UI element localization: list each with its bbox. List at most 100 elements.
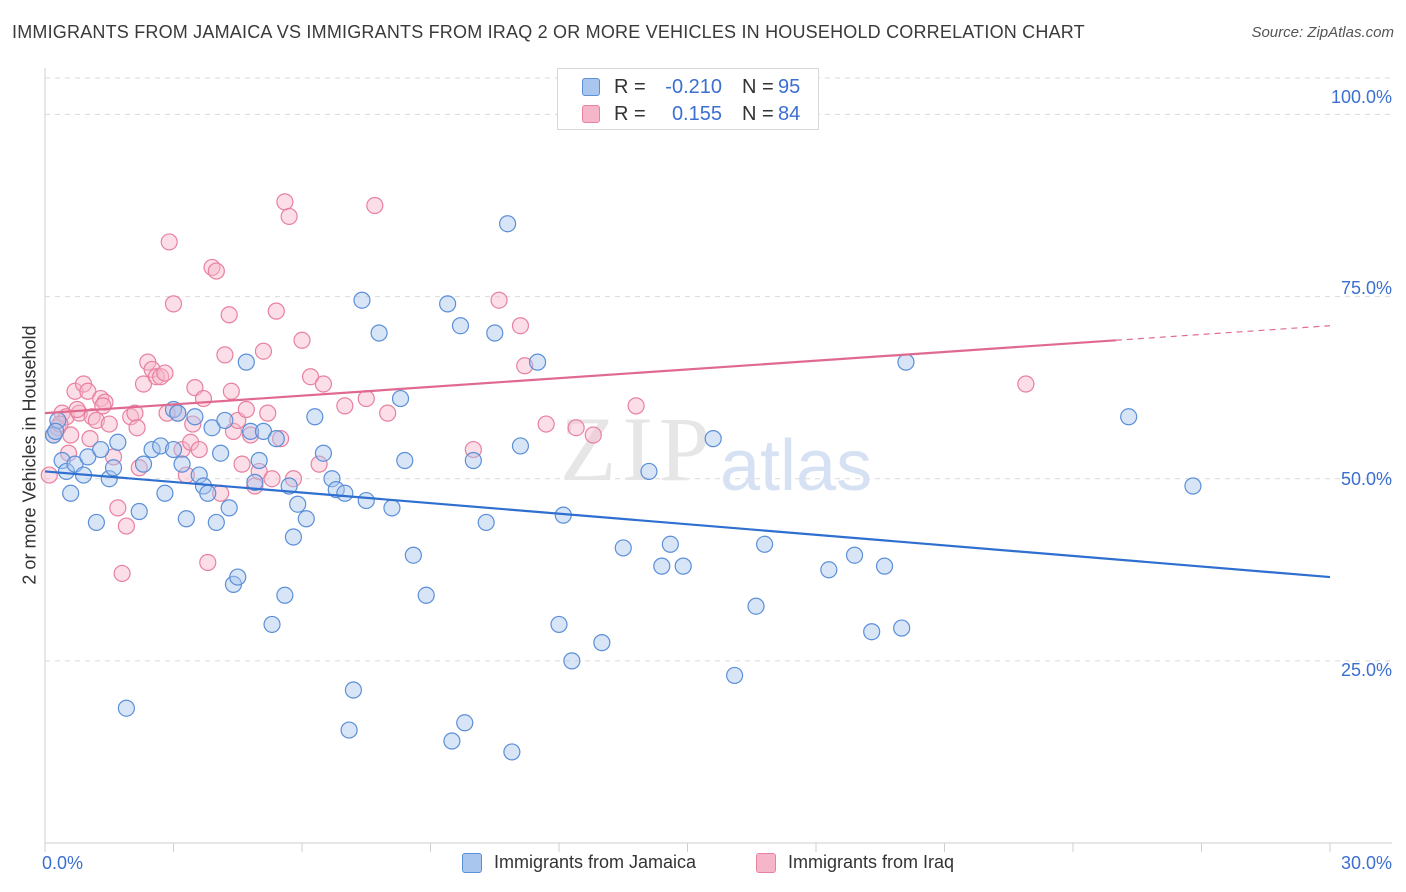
iraq-point (254, 342, 273, 360)
jamaica-point (216, 411, 234, 430)
iraq-point (147, 368, 165, 386)
iraq-point (222, 382, 240, 400)
iraq-point (237, 400, 255, 419)
jamaica-point (1120, 408, 1138, 426)
jamaica-point (614, 539, 632, 557)
jamaica-point (284, 528, 303, 546)
jamaica-point (550, 615, 568, 634)
jamaica-point (289, 495, 307, 513)
jamaica-point (820, 561, 838, 579)
jamaica-point (443, 732, 461, 750)
iraq-point (117, 517, 135, 535)
y-axis-label: 2 or more Vehicles in Household (19, 325, 40, 585)
jamaica-point (653, 557, 671, 575)
jamaica-point (528, 353, 547, 371)
jamaica-point (327, 481, 345, 499)
iraq-point (81, 430, 99, 448)
source-label: Source: ZipAtlas.com (1251, 24, 1394, 41)
iraq-point (126, 404, 144, 422)
y-tick-50: 50.0% (1340, 469, 1392, 489)
jamaica-point (640, 462, 658, 481)
jamaica-point (212, 444, 230, 462)
jamaica-point (726, 666, 744, 685)
jamaica-point (477, 513, 495, 532)
iraq-point (156, 364, 174, 382)
jamaica-r-value: -0.210 (665, 75, 722, 98)
iraq-point (100, 415, 118, 433)
iraq-point (134, 375, 153, 393)
jamaica-point (674, 557, 692, 575)
iraq-point (627, 397, 645, 415)
iraq-point (40, 466, 58, 484)
jamaica-point (79, 448, 97, 466)
jamaica-point (237, 353, 255, 371)
iraq-trend-line (44, 339, 1116, 415)
jamaica-point (340, 721, 358, 739)
legend-item-iraq[interactable]: Immigrants from Iraq (756, 852, 954, 873)
jamaica-point (593, 634, 611, 652)
jamaica-point (203, 419, 221, 437)
iraq-point (207, 262, 225, 280)
jamaica-point (100, 470, 118, 488)
iraq-point (109, 499, 127, 517)
iraq-point (379, 404, 397, 422)
iraq-point (263, 470, 281, 488)
jamaica-point (499, 215, 517, 233)
legend-row-jamaica: R = -0.210 N = 95 (582, 74, 800, 100)
jamaica-point (370, 324, 388, 342)
jamaica-point (451, 317, 470, 335)
iraq-point (79, 382, 97, 400)
jamaica-n-label: N = (742, 75, 774, 98)
jamaica-legend-label: Immigrants from Jamaica (494, 852, 697, 872)
jamaica-swatch (582, 78, 600, 96)
x-tick-30: 30.0% (1340, 853, 1392, 873)
jamaica-point (661, 535, 679, 553)
chart-title: IMMIGRANTS FROM JAMAICA VS IMMIGRANTS FR… (12, 22, 1085, 42)
legend-item-jamaica[interactable]: Immigrants from Jamaica (462, 852, 696, 873)
jamaica-point (323, 470, 341, 488)
jamaica-point (875, 557, 894, 575)
watermark-zip: ZIP (560, 398, 716, 500)
iraq-point (194, 389, 213, 408)
iraq-legend-label: Immigrants from Iraq (788, 852, 955, 872)
iraq-point (511, 317, 530, 335)
iraq-point (216, 346, 234, 364)
jamaica-point (396, 451, 414, 470)
jamaica-point (169, 404, 187, 422)
jamaica-point (143, 440, 161, 459)
jamaica-point (134, 455, 153, 473)
iraq-point (87, 411, 106, 430)
jamaica-point (164, 440, 183, 459)
jamaica-point (511, 437, 530, 455)
iraq-legend-swatch (756, 852, 776, 873)
jamaica-r-label: R = (614, 75, 646, 98)
iraq-point (293, 331, 311, 349)
watermark-atlas: atlas (720, 426, 872, 506)
jamaica-point (276, 586, 294, 604)
jamaica-point (314, 444, 333, 462)
jamaica-point (186, 408, 204, 426)
jamaica-point (109, 433, 127, 451)
iraq-point (301, 368, 320, 386)
jamaica-point (1184, 477, 1202, 495)
jamaica-point (117, 699, 135, 717)
iraq-point (233, 455, 251, 473)
iraq-n-value: 84 (778, 102, 801, 125)
jamaica-point (486, 324, 504, 342)
jamaica-point (53, 451, 71, 470)
iraq-n-label: N = (742, 102, 774, 125)
jamaica-point (207, 513, 225, 532)
iraq-point (1017, 375, 1035, 393)
y-tick-25: 25.0% (1340, 660, 1392, 680)
jamaica-point (173, 455, 191, 473)
jamaica-point (177, 510, 195, 528)
iraq-point (567, 419, 585, 437)
trend-lines (44, 325, 1331, 579)
jamaica-point (199, 484, 217, 502)
jamaica-trend-line (44, 470, 1331, 579)
iraq-point (267, 302, 285, 320)
jamaica-point (263, 615, 281, 634)
iraq-point (336, 397, 354, 415)
jamaica-point (464, 451, 482, 470)
